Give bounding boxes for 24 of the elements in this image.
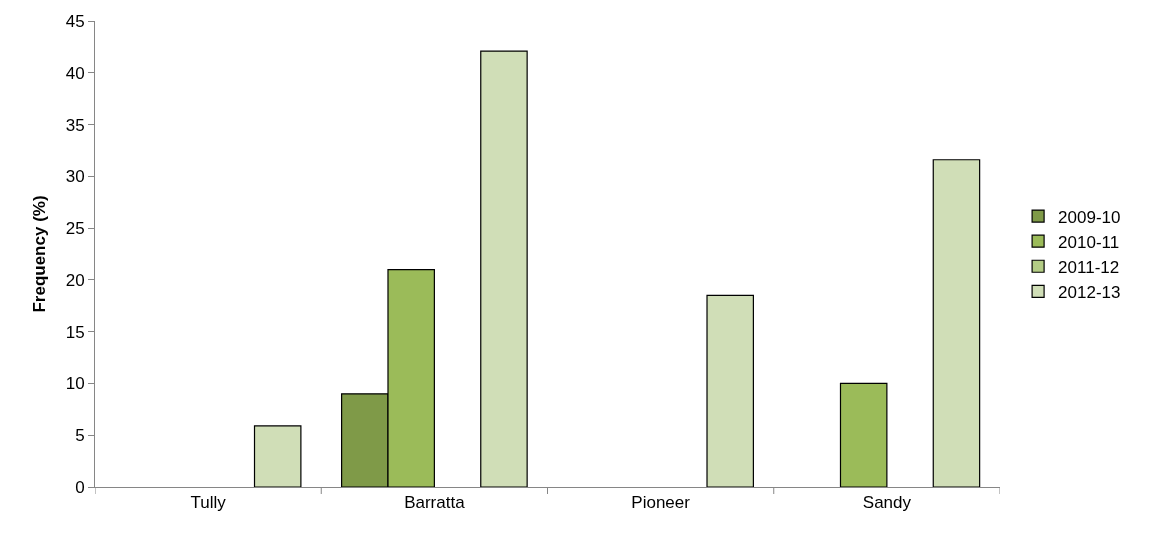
- x-tick-label: Sandy: [862, 493, 912, 513]
- y-tick-label: 15: [65, 322, 85, 342]
- x-tick-label: Barratta: [404, 493, 466, 513]
- y-tick-label: 30: [65, 167, 85, 187]
- y-tick-label: 5: [75, 426, 85, 446]
- bar: [932, 159, 981, 487]
- legend-label: 2012-13: [1058, 282, 1121, 302]
- y-tick-label: 35: [65, 115, 85, 135]
- y-axis-title: Frequency (%): [30, 195, 50, 313]
- x-tick-label: Pioneer: [631, 493, 691, 513]
- bar: [253, 425, 302, 487]
- y-tick-label: 20: [65, 270, 85, 290]
- legend-label: 2009-10: [1058, 207, 1121, 227]
- y-tick-label: 0: [75, 477, 85, 497]
- x-tick-label: Tully: [190, 493, 227, 513]
- legend-label: 2010-11: [1058, 232, 1120, 252]
- y-tick-label: 45: [65, 11, 85, 31]
- bar: [839, 382, 888, 487]
- legend-label: 2011-12: [1058, 257, 1120, 277]
- bar: [480, 50, 528, 487]
- y-tick-label: 40: [65, 63, 85, 83]
- y-tick-label: 25: [65, 219, 85, 239]
- y-tick-label: 10: [65, 374, 85, 394]
- bar: [706, 294, 754, 487]
